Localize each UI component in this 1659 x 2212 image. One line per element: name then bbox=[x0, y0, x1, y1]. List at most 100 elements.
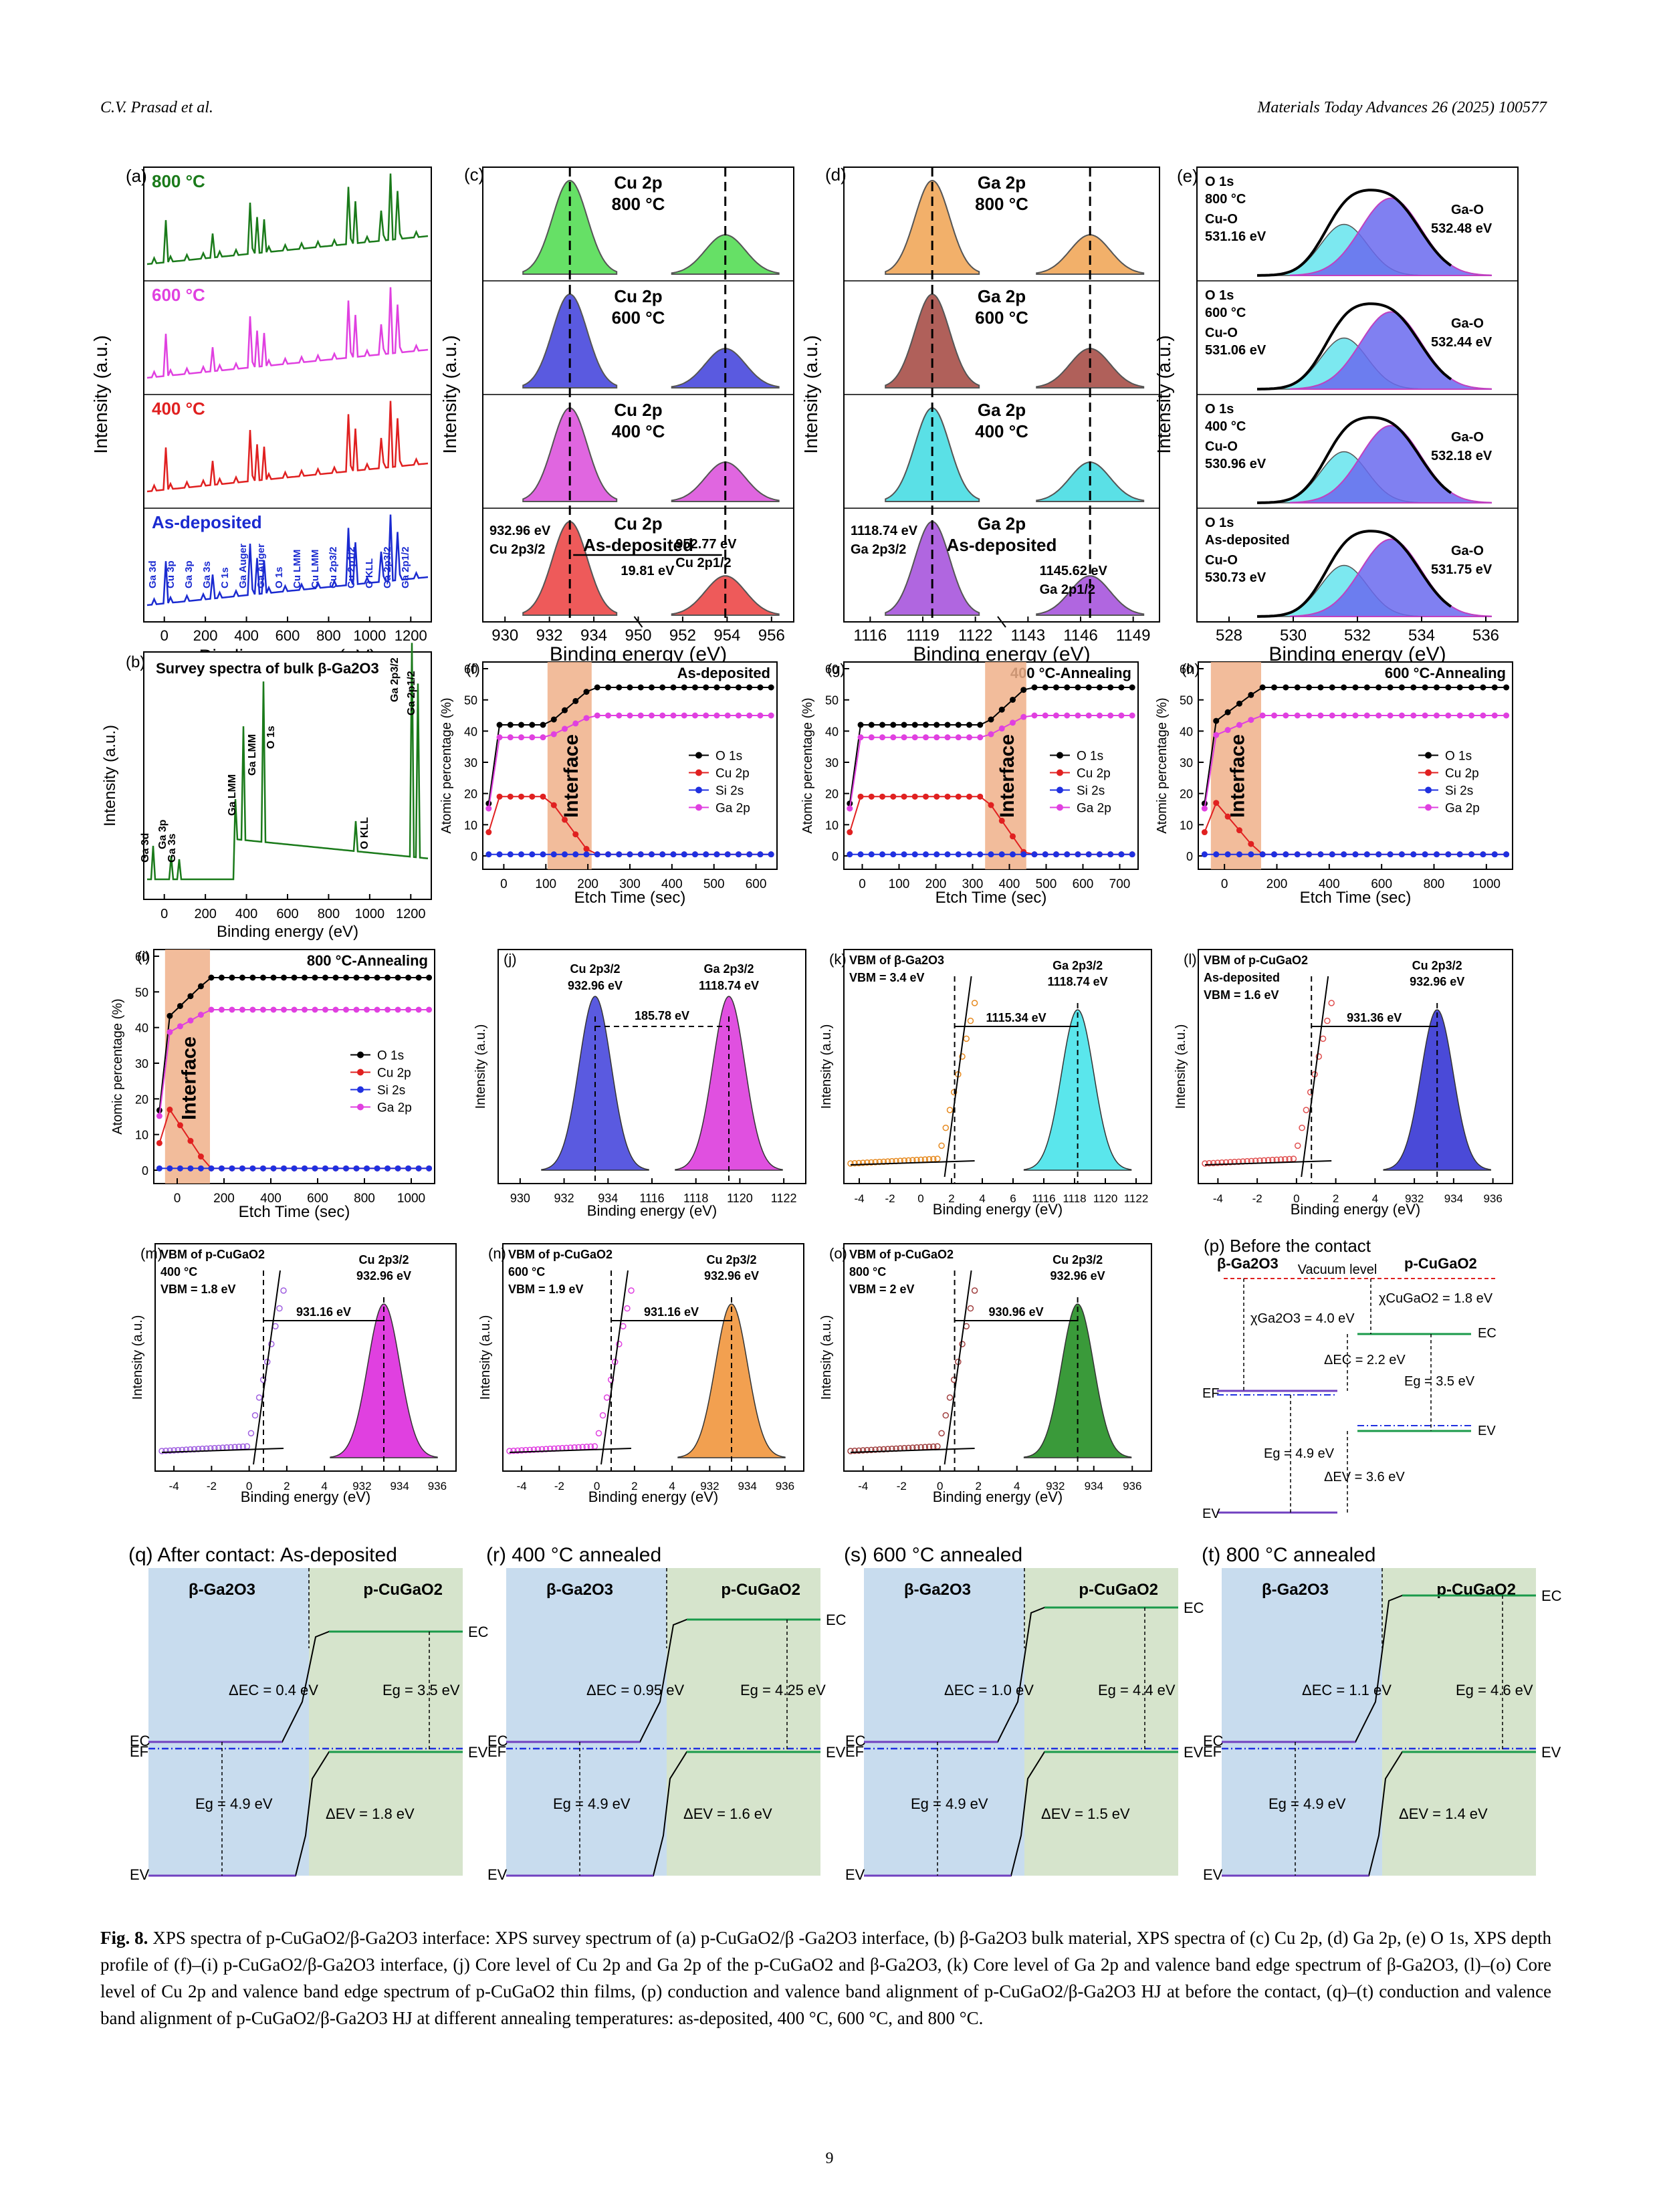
x-tick-label: 4 bbox=[1014, 1480, 1020, 1492]
depth-series-point bbox=[933, 734, 940, 741]
panel-p-eg-left: Eg = 4.9 eV bbox=[1264, 1446, 1335, 1461]
depth-series-point bbox=[735, 684, 742, 691]
x-tick-label: 2 bbox=[976, 1480, 982, 1492]
depth-series-point bbox=[1075, 851, 1081, 858]
panel-e-envelope bbox=[1257, 189, 1452, 277]
depth-series-point bbox=[562, 707, 568, 713]
panel-b-peak-label: Ga LMM bbox=[247, 734, 258, 776]
panel-b-peak-label: Ga 3p bbox=[157, 819, 169, 849]
x-tick-label: 1200 bbox=[395, 627, 427, 644]
depth-series-point bbox=[724, 851, 731, 858]
depth-series-point bbox=[1020, 687, 1027, 693]
depth-series-point bbox=[343, 1006, 350, 1013]
x-tick-label: 500 bbox=[703, 877, 725, 891]
band-right-material: p-CuGaO2 bbox=[1079, 1581, 1158, 1599]
depth-series-point bbox=[507, 851, 514, 858]
x-tick-label: 1116 bbox=[1032, 1192, 1055, 1205]
depth-series-point bbox=[1259, 684, 1266, 691]
band-region-cugao2 bbox=[667, 1568, 820, 1876]
depth-series-point bbox=[280, 974, 287, 981]
depth-series-point bbox=[1352, 851, 1359, 858]
band-dEv: ΔEV = 1.8 eV bbox=[326, 1805, 415, 1822]
vb-data-point bbox=[855, 1159, 863, 1167]
panel-a-peak-label: Cu 2p1/2 bbox=[346, 546, 357, 588]
depth-series-point bbox=[332, 1165, 339, 1172]
depth-series-point bbox=[746, 851, 753, 858]
depth-series-point bbox=[988, 802, 994, 808]
x-tick-label: 936 bbox=[428, 1480, 447, 1492]
depth-series-point bbox=[977, 722, 984, 728]
depth-series-point bbox=[167, 1012, 173, 1019]
depth-ylabel: Atomic percentage (%) bbox=[800, 697, 815, 833]
vb-sep: 930.96 eV bbox=[989, 1305, 1044, 1319]
panel-e-row-temp: As-deposited bbox=[1205, 533, 1290, 548]
vb-sep: 1115.34 eV bbox=[986, 1011, 1046, 1024]
y-tick-label: 40 bbox=[464, 725, 477, 738]
depth-series-point bbox=[426, 1165, 433, 1172]
depth-series-point bbox=[901, 851, 907, 858]
depth-series-point bbox=[648, 712, 655, 719]
depth-series-point bbox=[1271, 851, 1278, 858]
x-tick-label: 936 bbox=[1483, 1192, 1502, 1205]
depth-series-point bbox=[229, 1165, 235, 1172]
depth-ylabel: Atomic percentage (%) bbox=[1155, 697, 1170, 833]
caption-text: XPS spectra of p-CuGaO2/β-Ga2O3 interfac… bbox=[100, 1928, 1552, 2028]
panel-e-cuo-label: Cu-O bbox=[1205, 326, 1238, 340]
depth-series-point bbox=[923, 851, 929, 858]
panel-c-row-line2: 600 °C bbox=[612, 308, 665, 328]
panel-p-ec: EC bbox=[1478, 1326, 1497, 1341]
vb-data-point bbox=[624, 1305, 631, 1312]
vb-xlabel: Binding energy (eV) bbox=[241, 1488, 370, 1505]
vb-data-point bbox=[946, 1394, 954, 1401]
vb-panel-ylabel: Intensity (a.u.) bbox=[819, 1024, 834, 1109]
vb-peak-value: 932.96 eV bbox=[704, 1269, 759, 1283]
y-tick-label: 50 bbox=[135, 986, 148, 999]
vb-panel-ylabel: Intensity (a.u.) bbox=[819, 1315, 834, 1400]
depth-series-point bbox=[1213, 717, 1220, 724]
legend-entry: O 1s bbox=[715, 750, 742, 764]
x-tick-label: 600 bbox=[275, 627, 300, 644]
interface-region bbox=[985, 662, 1026, 869]
depth-series-point bbox=[405, 1006, 412, 1013]
vb-data-point bbox=[1206, 1159, 1213, 1167]
depth-series-point bbox=[616, 851, 623, 858]
vb-data-point bbox=[847, 1448, 854, 1454]
vb-data-point bbox=[872, 1159, 879, 1166]
vb-data-point bbox=[526, 1446, 534, 1454]
panel-p-dEc: ΔEC = 2.2 eV bbox=[1324, 1353, 1406, 1367]
vb-data-point bbox=[162, 1447, 169, 1454]
depth-series-point bbox=[496, 851, 503, 858]
legend-entry: Si 2s bbox=[1077, 784, 1105, 798]
panel-j-left: Cu 2p3/2 bbox=[570, 962, 620, 976]
vb-panel-condition: 600 °C bbox=[508, 1265, 545, 1279]
depth-series-point bbox=[1456, 684, 1463, 691]
vb-data-point bbox=[1328, 1000, 1335, 1006]
x-tick-label: -2 bbox=[207, 1480, 217, 1492]
depth-series-point bbox=[890, 734, 897, 741]
panel-c-row-line1: Cu 2p bbox=[614, 173, 662, 193]
vb-core-peak bbox=[677, 1303, 786, 1458]
depth-series-point bbox=[312, 1165, 318, 1172]
panel-d-label: (d) bbox=[825, 164, 847, 185]
vb-data-point bbox=[868, 1159, 875, 1166]
depth-series-point bbox=[1129, 851, 1135, 858]
x-tick-label: 930 bbox=[491, 627, 518, 645]
depth-series-point bbox=[1236, 700, 1242, 707]
panel-p-title: (p) Before the contact bbox=[1204, 1236, 1371, 1256]
x-tick-label: 1116 bbox=[853, 627, 887, 645]
y-tick-label: 10 bbox=[464, 818, 477, 832]
depth-series-point bbox=[540, 793, 546, 800]
band-eg-left: Eg = 4.9 eV bbox=[911, 1795, 988, 1812]
depth-series-point bbox=[291, 1006, 298, 1013]
y-tick-label: 20 bbox=[135, 1093, 148, 1106]
panel-e-envelope bbox=[1257, 302, 1452, 391]
legend-marker bbox=[1057, 786, 1063, 794]
depth-series-point bbox=[901, 722, 907, 728]
depth-series-point bbox=[167, 1106, 173, 1113]
band-ef-label: EF bbox=[1203, 1743, 1222, 1760]
depth-series-point bbox=[616, 712, 623, 719]
legend-marker bbox=[695, 769, 702, 776]
vb-data-point bbox=[1210, 1159, 1217, 1167]
panel-e-ylabel: Intensity (a.u.) bbox=[1153, 335, 1174, 453]
depth-series-point bbox=[944, 851, 951, 858]
